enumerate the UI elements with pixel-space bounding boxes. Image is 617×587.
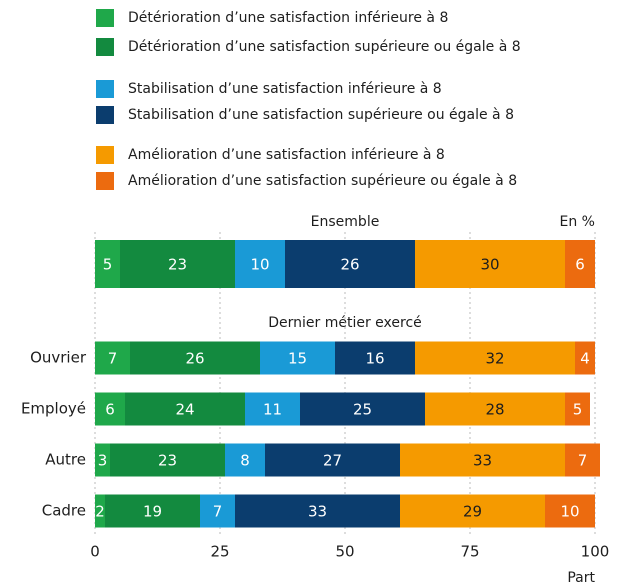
x-tick-label: 25 — [210, 543, 229, 561]
bar-segment — [425, 392, 565, 426]
category-label: Cadre — [42, 502, 86, 520]
value-label: 25 — [353, 401, 372, 419]
value-label: 23 — [168, 256, 187, 274]
value-label: 7 — [578, 452, 588, 470]
x-tick-label: 0 — [90, 543, 100, 561]
value-label: 30 — [480, 256, 499, 274]
value-label: 27 — [323, 452, 342, 470]
value-label: 23 — [158, 452, 177, 470]
value-label: 6 — [105, 401, 115, 419]
bar-segment — [110, 443, 225, 477]
value-label: 19 — [143, 503, 162, 521]
bar-segment — [265, 443, 400, 477]
value-label: 26 — [185, 350, 204, 368]
bar-segment — [335, 341, 415, 375]
value-label: 10 — [560, 503, 579, 521]
value-label: 16 — [365, 350, 384, 368]
value-label: 4 — [580, 350, 590, 368]
bar-segment — [545, 494, 595, 528]
value-label: 6 — [575, 256, 585, 274]
value-label: 26 — [340, 256, 359, 274]
bar-segment — [565, 392, 590, 426]
legend-label: Stabilisation d’une satisfaction inférie… — [128, 81, 442, 97]
value-label: 11 — [263, 401, 282, 419]
bar-segment — [415, 341, 575, 375]
bar-segment — [225, 443, 265, 477]
bar-segment — [400, 494, 545, 528]
legend-swatch — [96, 38, 114, 56]
bar-segment — [300, 392, 425, 426]
value-label: 10 — [250, 256, 269, 274]
value-label: 28 — [485, 401, 504, 419]
x-tick-label: 75 — [460, 543, 479, 561]
category-label: Ouvrier — [30, 349, 87, 367]
bar-segment — [415, 240, 565, 288]
legend-swatch — [96, 80, 114, 98]
bar-segment — [575, 341, 595, 375]
x-tick-label: 50 — [335, 543, 354, 561]
legend-label: Amélioration d’une satisfaction supérieu… — [128, 173, 517, 189]
value-label: 33 — [308, 503, 327, 521]
bar-segment — [95, 240, 120, 288]
category-label: Autre — [45, 451, 86, 469]
value-label: 7 — [213, 503, 223, 521]
value-label: 29 — [463, 503, 482, 521]
value-label: 3 — [98, 452, 108, 470]
category-label: Employé — [21, 400, 86, 418]
value-label: 5 — [573, 401, 583, 419]
group-label: Ensemble — [311, 214, 380, 230]
legend-label: Stabilisation d’une satisfaction supérie… — [128, 107, 514, 123]
value-label: 24 — [175, 401, 194, 419]
bar-segment — [565, 443, 600, 477]
bar-segment — [235, 240, 285, 288]
legend-label: Détérioration d’une satisfaction inférie… — [128, 10, 448, 26]
bar-segment — [120, 240, 235, 288]
bar-segment — [200, 494, 235, 528]
bar-segment — [95, 494, 105, 528]
unit-note: En % — [560, 214, 595, 230]
x-axis-label: Part — [567, 570, 595, 586]
legend-swatch — [96, 172, 114, 190]
value-label: 15 — [288, 350, 307, 368]
bar-segment — [95, 341, 130, 375]
value-label: 32 — [485, 350, 504, 368]
bar-segment — [95, 392, 125, 426]
bar-segment — [245, 392, 300, 426]
x-tick-label: 100 — [581, 543, 610, 561]
bar-segment — [130, 341, 260, 375]
bar-segment — [125, 392, 245, 426]
value-label: 8 — [240, 452, 250, 470]
value-label: 33 — [473, 452, 492, 470]
value-label: 2 — [95, 503, 105, 521]
legend-swatch — [96, 9, 114, 27]
value-label: 5 — [103, 256, 113, 274]
value-label: 7 — [108, 350, 118, 368]
bar-segment — [95, 443, 110, 477]
bar-segment — [260, 341, 335, 375]
legend-label: Détérioration d’une satisfaction supérie… — [128, 39, 521, 55]
bar-segment — [565, 240, 595, 288]
bar-segment — [235, 494, 400, 528]
legend-swatch — [96, 146, 114, 164]
legend-swatch — [96, 106, 114, 124]
bar-segment — [285, 240, 415, 288]
bar-segment — [400, 443, 565, 477]
legend-label: Amélioration d’une satisfaction inférieu… — [128, 147, 445, 163]
bar-segment — [105, 494, 200, 528]
